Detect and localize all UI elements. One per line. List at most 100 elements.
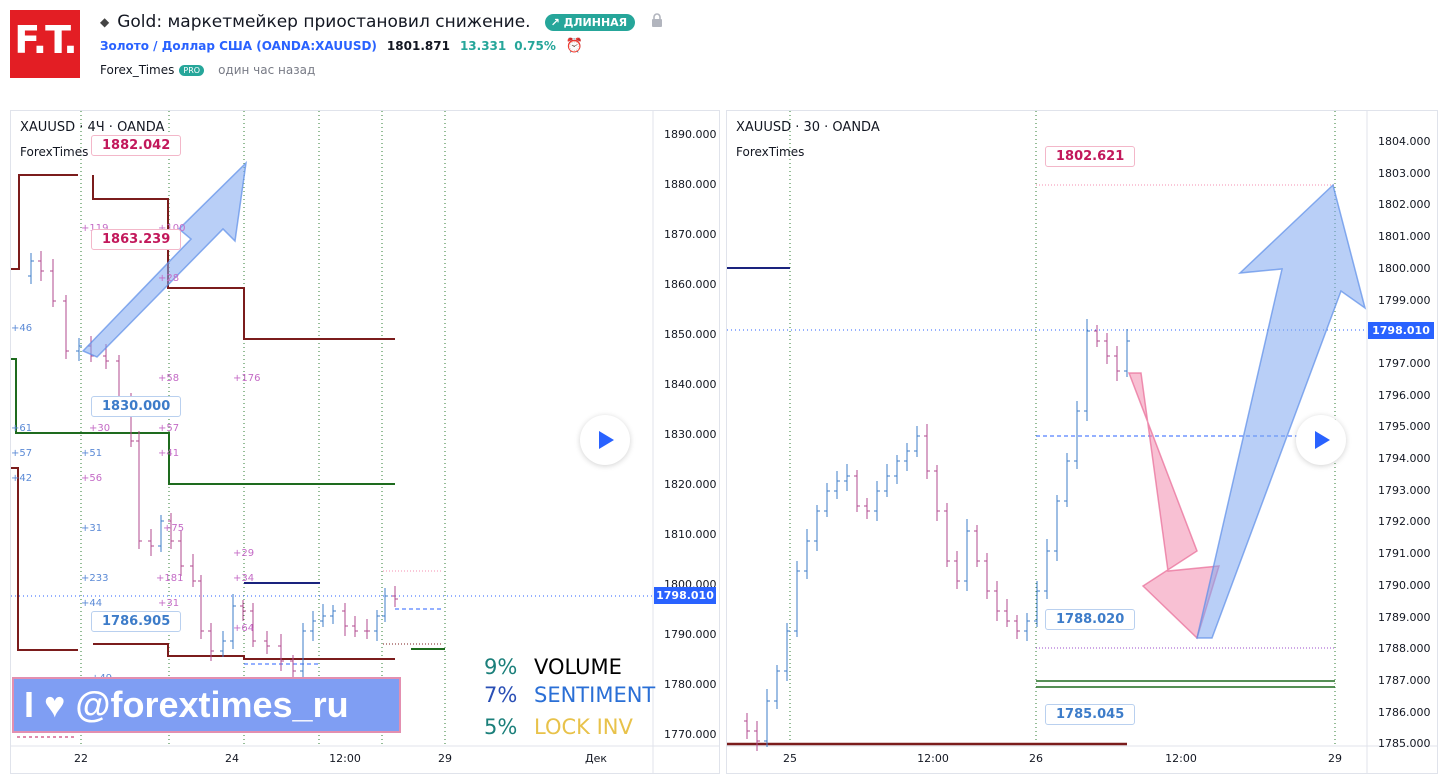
price-callout[interactable]: 1863.239 [91,229,182,250]
price-tick-label: 1850.000 [664,328,717,341]
banner-text: I ♥ @forextimes_ru [24,684,349,725]
price-tick-label: 1801.000 [1378,230,1431,244]
left-chart-title: XAUUSD · 4Ч · OANDA [20,120,165,135]
title-row: ◆ Gold: маркетмейкер приостановил снижен… [100,10,663,34]
volume-delta-label: +29 [233,548,254,559]
price-tick-label: 1860.000 [664,278,717,291]
volume-delta-label: +56 [81,473,102,484]
price-tick-label: 1794.000 [1378,452,1431,465]
price-tick-label: 1795.000 [1378,420,1431,434]
volume-delta-label: +28 [158,273,179,284]
price-tick-label: 1880.000 [664,178,717,191]
price-change-pct: 0.75% [514,39,556,53]
price-tick-label: 1790.000 [664,628,717,641]
price-callout[interactable]: 1802.621 [1045,146,1136,167]
volume-delta-label: +58 [158,373,179,384]
price-tick-label: 1820.000 [664,478,717,491]
volume-delta-label: +51 [81,448,102,459]
price-tick-label: 1788.000 [1378,642,1431,656]
right-chart-panel[interactable]: XAUUSD · 30 · OANDA ForexTimes 1802.621 1… [726,110,1438,774]
volume-delta-label: +31 [81,523,102,534]
right-play-button[interactable] [1296,415,1346,465]
price-tick-label: 1791.000 [1378,547,1431,561]
volume-delta-label: +75 [163,523,184,534]
volume-delta-label: +61 [11,423,32,434]
alarm-clock-icon[interactable]: ⏰ [565,38,584,54]
time-tick-label: 12:00 [1165,752,1197,765]
current-price-tag: 1798.010 [1368,322,1434,339]
left-chart-panel[interactable]: +119 +100 +28 +46 +58 +176 +61 +30 +57 +57 +51 +41 +… [10,110,720,774]
right-candles [744,319,1130,751]
price-callout[interactable]: 1830.000 [91,396,182,417]
symbol-link[interactable]: Золото / Доллар США (OANDA:XAUUSD) [100,39,377,53]
idea-header: F.T. ◆ Gold: маркетмейкер приостановил с… [0,0,1440,100]
price-callout[interactable]: 1786.905 [91,611,182,632]
time-tick-label: 12:00 [329,752,361,765]
price-tick-label: 1830.000 [664,428,717,441]
price-tick-label: 1770.000 [664,728,717,741]
price-tick-label: 1890.000 [664,128,717,141]
price-tick-label: 1787.000 [1378,673,1431,687]
price-tick-label: 1803.000 [1378,166,1431,180]
sort-arrows-icon: ◆ [100,15,110,29]
volume-delta-label: +41 [158,448,179,459]
volume-delta-label: +31 [158,598,179,609]
price-callout[interactable]: 1785.045 [1045,704,1136,725]
big-up-arrow-annotation [1196,183,1367,639]
price-tick-label: 1789.000 [1378,610,1431,624]
time-tick-label: Дек [584,752,607,765]
volume-delta-label: +42 [11,473,32,484]
right-chart-title: XAUUSD · 30 · OANDA [736,120,880,135]
last-price: 1801.871 [386,39,450,53]
price-tick-label: 1786.000 [1378,705,1431,719]
time-tick-label: 22 [74,752,88,765]
play-icon [1315,431,1330,449]
right-chart-source: ForexTimes [736,145,805,159]
price-tick-label: 1810.000 [664,528,717,541]
promo-banner[interactable]: I ♥ @forextimes_ru [12,677,401,733]
time-tick-label: 24 [225,752,239,765]
price-tick-label: 1804.000 [1378,135,1431,148]
up-arrow-annotation [81,160,248,358]
lock-icon [652,13,663,27]
right-chart-canvas[interactable] [727,111,1437,773]
current-price-tag: 1798.010 [654,587,716,604]
time-tick-label: 25 [783,752,797,765]
forextimes-logo[interactable]: F.T. [10,10,80,78]
volume-delta-label: +64 [233,623,254,634]
price-callout[interactable]: 1788.020 [1045,609,1136,630]
left-chart-source: ForexTimes [20,145,89,159]
volume-delta-label: +46 [11,323,32,334]
price-tick-label: 1802.000 [1378,198,1431,212]
price-tick-label: 1870.000 [664,228,717,241]
volume-delta-label: +100 [158,223,185,234]
volume-delta-label: +34 [233,573,254,584]
author-name[interactable]: Forex_Times [100,63,175,77]
stat-volume: 9% VOLUME [484,655,622,679]
price-tick-label: 1785.000 [1378,737,1431,751]
price-tick-label: 1800.000 [1378,261,1431,275]
price-change: 13.331 [459,39,507,53]
price-callout[interactable]: 1882.042 [91,135,182,156]
left-play-button[interactable] [580,415,630,465]
long-badge[interactable]: ↗ ДЛИННАЯ [544,13,636,31]
time-tick-label: 29 [1328,752,1342,765]
price-tick-label: 1792.000 [1378,515,1431,529]
volume-delta-label: +176 [233,373,260,384]
price-tick-label: 1780.000 [664,678,717,691]
time-tick-label: 29 [438,752,452,765]
author-row: Forex_Times PRO один час назад [100,63,315,77]
volume-delta-label: +44 [81,598,102,609]
volume-delta-label: +57 [158,423,179,434]
logo-text: F.T. [14,18,77,62]
symbol-row: Золото / Доллар США (OANDA:XAUUSD) 1801.… [100,38,583,54]
stat-lock-inv: 5% LOCK INV [484,715,633,739]
volume-delta-label: +119 [81,223,108,234]
price-tick-label: 1799.000 [1378,293,1431,307]
price-tick-label: 1790.000 [1378,578,1431,592]
price-tick-label: 1793.000 [1378,483,1431,497]
pro-badge: PRO [179,64,205,76]
price-tick-label: 1840.000 [664,378,717,391]
volume-delta-label: +233 [81,573,108,584]
idea-title: Gold: маркетмейкер приостановил снижение… [117,12,531,32]
